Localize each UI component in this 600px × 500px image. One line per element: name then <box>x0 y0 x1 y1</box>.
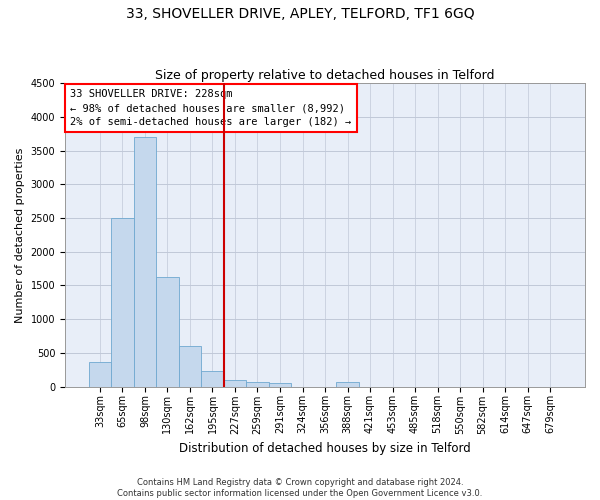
Bar <box>134 137 156 386</box>
Title: Size of property relative to detached houses in Telford: Size of property relative to detached ho… <box>155 69 495 82</box>
Bar <box>336 382 359 386</box>
Bar <box>269 383 291 386</box>
Y-axis label: Number of detached properties: Number of detached properties <box>15 147 25 322</box>
Bar <box>156 278 179 386</box>
Text: Contains HM Land Registry data © Crown copyright and database right 2024.
Contai: Contains HM Land Registry data © Crown c… <box>118 478 482 498</box>
Text: 33, SHOVELLER DRIVE, APLEY, TELFORD, TF1 6GQ: 33, SHOVELLER DRIVE, APLEY, TELFORD, TF1… <box>125 8 475 22</box>
X-axis label: Distribution of detached houses by size in Telford: Distribution of detached houses by size … <box>179 442 471 455</box>
Bar <box>111 218 134 386</box>
Bar <box>89 362 111 386</box>
Text: 33 SHOVELLER DRIVE: 228sqm
← 98% of detached houses are smaller (8,992)
2% of se: 33 SHOVELLER DRIVE: 228sqm ← 98% of deta… <box>70 89 352 127</box>
Bar <box>179 346 201 387</box>
Bar <box>224 380 246 386</box>
Bar <box>201 371 224 386</box>
Bar <box>246 382 269 386</box>
